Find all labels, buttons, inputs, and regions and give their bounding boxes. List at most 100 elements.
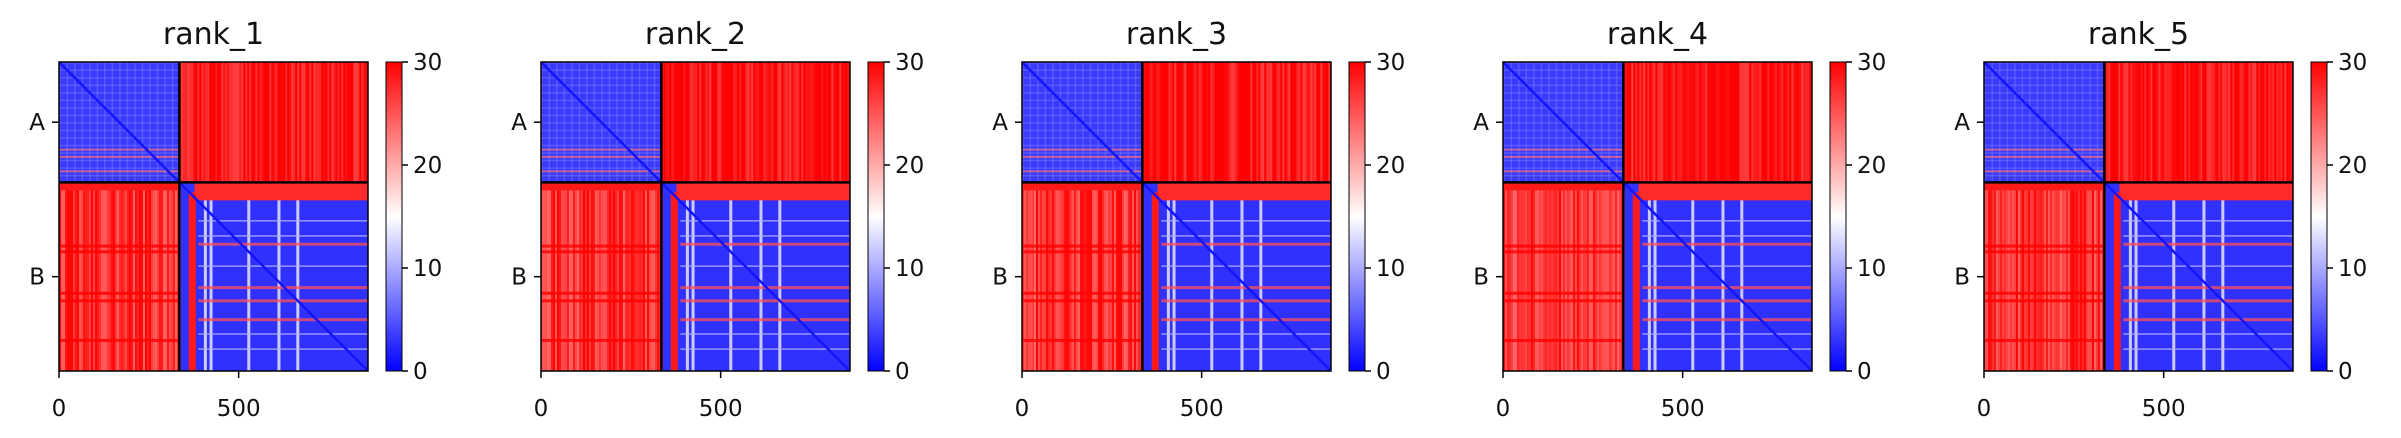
streak (1306, 62, 1309, 183)
streak (2152, 62, 2155, 183)
streak (343, 62, 346, 183)
streak (1200, 62, 1203, 183)
grid-texture (1161, 265, 1331, 267)
streak (2208, 62, 2211, 183)
streak (555, 190, 557, 371)
streak (1505, 190, 1507, 371)
streak (693, 62, 696, 183)
streak (1745, 62, 1748, 183)
grid-texture (111, 62, 114, 183)
streak (1104, 190, 1106, 371)
grid-texture (156, 62, 159, 183)
streak (227, 62, 230, 183)
streak (751, 62, 754, 183)
streak (781, 62, 784, 183)
grid-texture (1525, 62, 1528, 183)
streak (359, 62, 362, 183)
streak (2180, 62, 2183, 183)
streak (1022, 250, 1143, 254)
streak (680, 318, 850, 322)
streak (805, 62, 808, 183)
streak (755, 62, 758, 183)
streak (1519, 190, 1521, 371)
grid-texture (1503, 107, 1624, 109)
streak (1022, 190, 1024, 371)
streak (2221, 200, 2225, 371)
streak (1653, 62, 1656, 183)
streak (807, 62, 810, 183)
streak (287, 62, 290, 183)
streak (2098, 190, 2100, 371)
streak (1725, 62, 1728, 183)
grid-texture (571, 62, 573, 183)
streak (1204, 62, 1207, 183)
streak (1096, 190, 1098, 371)
streak (1777, 62, 1780, 183)
streak (297, 62, 300, 183)
streak (1683, 62, 1686, 183)
streak (1250, 62, 1253, 183)
streak (1150, 62, 1153, 183)
streak (613, 190, 615, 371)
grid-texture (1134, 62, 1137, 183)
streak (63, 190, 65, 371)
streak (1086, 190, 1088, 371)
streak (121, 190, 123, 371)
streak (789, 62, 792, 183)
streak (1082, 190, 1084, 371)
streak (187, 62, 190, 183)
streak (561, 190, 563, 371)
streak (1561, 190, 1563, 371)
streak (2276, 62, 2279, 183)
grid-texture (680, 220, 850, 222)
streak (1587, 190, 1589, 371)
streak (2066, 190, 2068, 371)
streak (1539, 190, 1541, 371)
grid-texture (623, 62, 626, 183)
streak (155, 190, 157, 371)
grid-texture (1503, 69, 1624, 72)
grid-texture (198, 235, 368, 237)
streak (783, 62, 786, 183)
grid-texture (680, 265, 850, 267)
streak (183, 62, 186, 183)
streak (2124, 62, 2127, 183)
streak (2144, 62, 2147, 183)
grid-texture (1984, 69, 2105, 72)
streak (1034, 190, 1036, 371)
grid-texture (141, 62, 144, 183)
grid-texture (541, 137, 662, 139)
streak (845, 62, 848, 183)
y-tick-label: A (29, 110, 45, 136)
streak (2248, 62, 2251, 183)
grid-texture (541, 69, 662, 72)
streak (2150, 62, 2153, 183)
streak (2286, 62, 2289, 183)
y-tick-label: B (29, 265, 45, 291)
streak (265, 62, 268, 183)
x-tick-label: 500 (699, 396, 743, 422)
streak (1781, 62, 1784, 183)
grid-texture (1984, 99, 2105, 102)
streak (1803, 62, 1806, 183)
grid-texture (2021, 62, 2024, 183)
streak (543, 190, 545, 371)
streak (680, 242, 850, 246)
grid-texture (1022, 84, 1143, 87)
streak (1727, 62, 1730, 183)
streak (1523, 190, 1525, 371)
streak (670, 192, 678, 371)
streak (1591, 190, 1593, 371)
streak (699, 62, 702, 183)
grid-texture (1503, 159, 1624, 162)
streak (279, 62, 282, 183)
streak (2262, 62, 2265, 183)
streak (837, 62, 840, 183)
y-tick-label: A (1954, 110, 1970, 136)
streak (1797, 62, 1800, 183)
grid-texture (2089, 62, 2091, 183)
streak (1707, 62, 1710, 183)
streak (825, 62, 828, 183)
streak (1264, 62, 1267, 183)
streak (1136, 190, 1138, 371)
